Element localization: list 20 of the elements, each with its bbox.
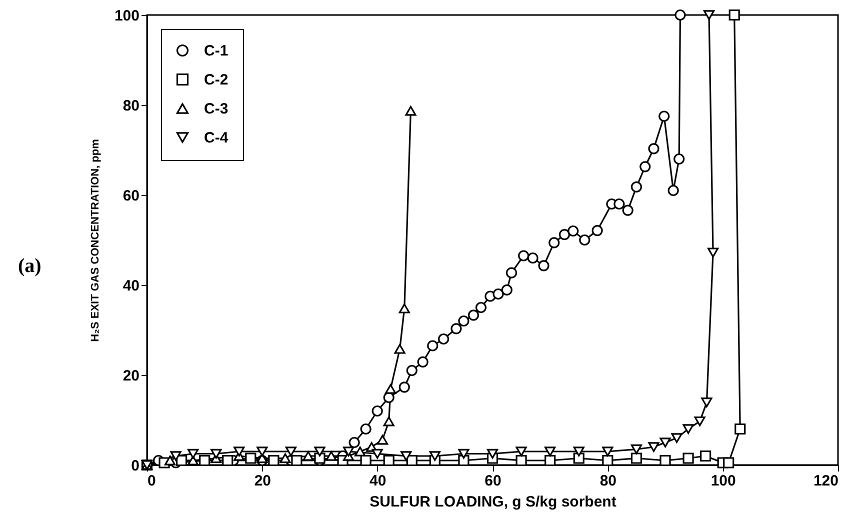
legend-label: C-1	[204, 42, 228, 60]
text: (a)	[18, 255, 42, 278]
x-tick-label: 20	[254, 472, 272, 490]
x-tick-label: 80	[600, 472, 617, 490]
legend-label: C-4	[204, 130, 229, 146]
y-tick-label: 40	[122, 278, 140, 294]
y-tick-label: 100	[114, 8, 140, 24]
y-axis-title: H₂S EXIT GAS CONCENTRATION, ppm	[89, 138, 102, 342]
legend-label: C-2	[204, 72, 228, 88]
y-tick-label: 80	[122, 98, 140, 114]
y-tick-label: 60	[122, 188, 140, 204]
legend-label: C-3	[204, 100, 228, 118]
y-tick-label: 0	[131, 458, 140, 474]
x-tick-label: 0	[148, 472, 156, 490]
x-tick-label: 100	[710, 472, 736, 490]
y-tick-label: 20	[122, 368, 140, 384]
x-tick-label: 60	[484, 472, 502, 490]
x-tick-label: 120	[813, 472, 838, 490]
x-axis-title: SULFUR LOADING, g S/kg sorbent	[370, 494, 616, 510]
x-tick-label: 40	[369, 472, 386, 490]
